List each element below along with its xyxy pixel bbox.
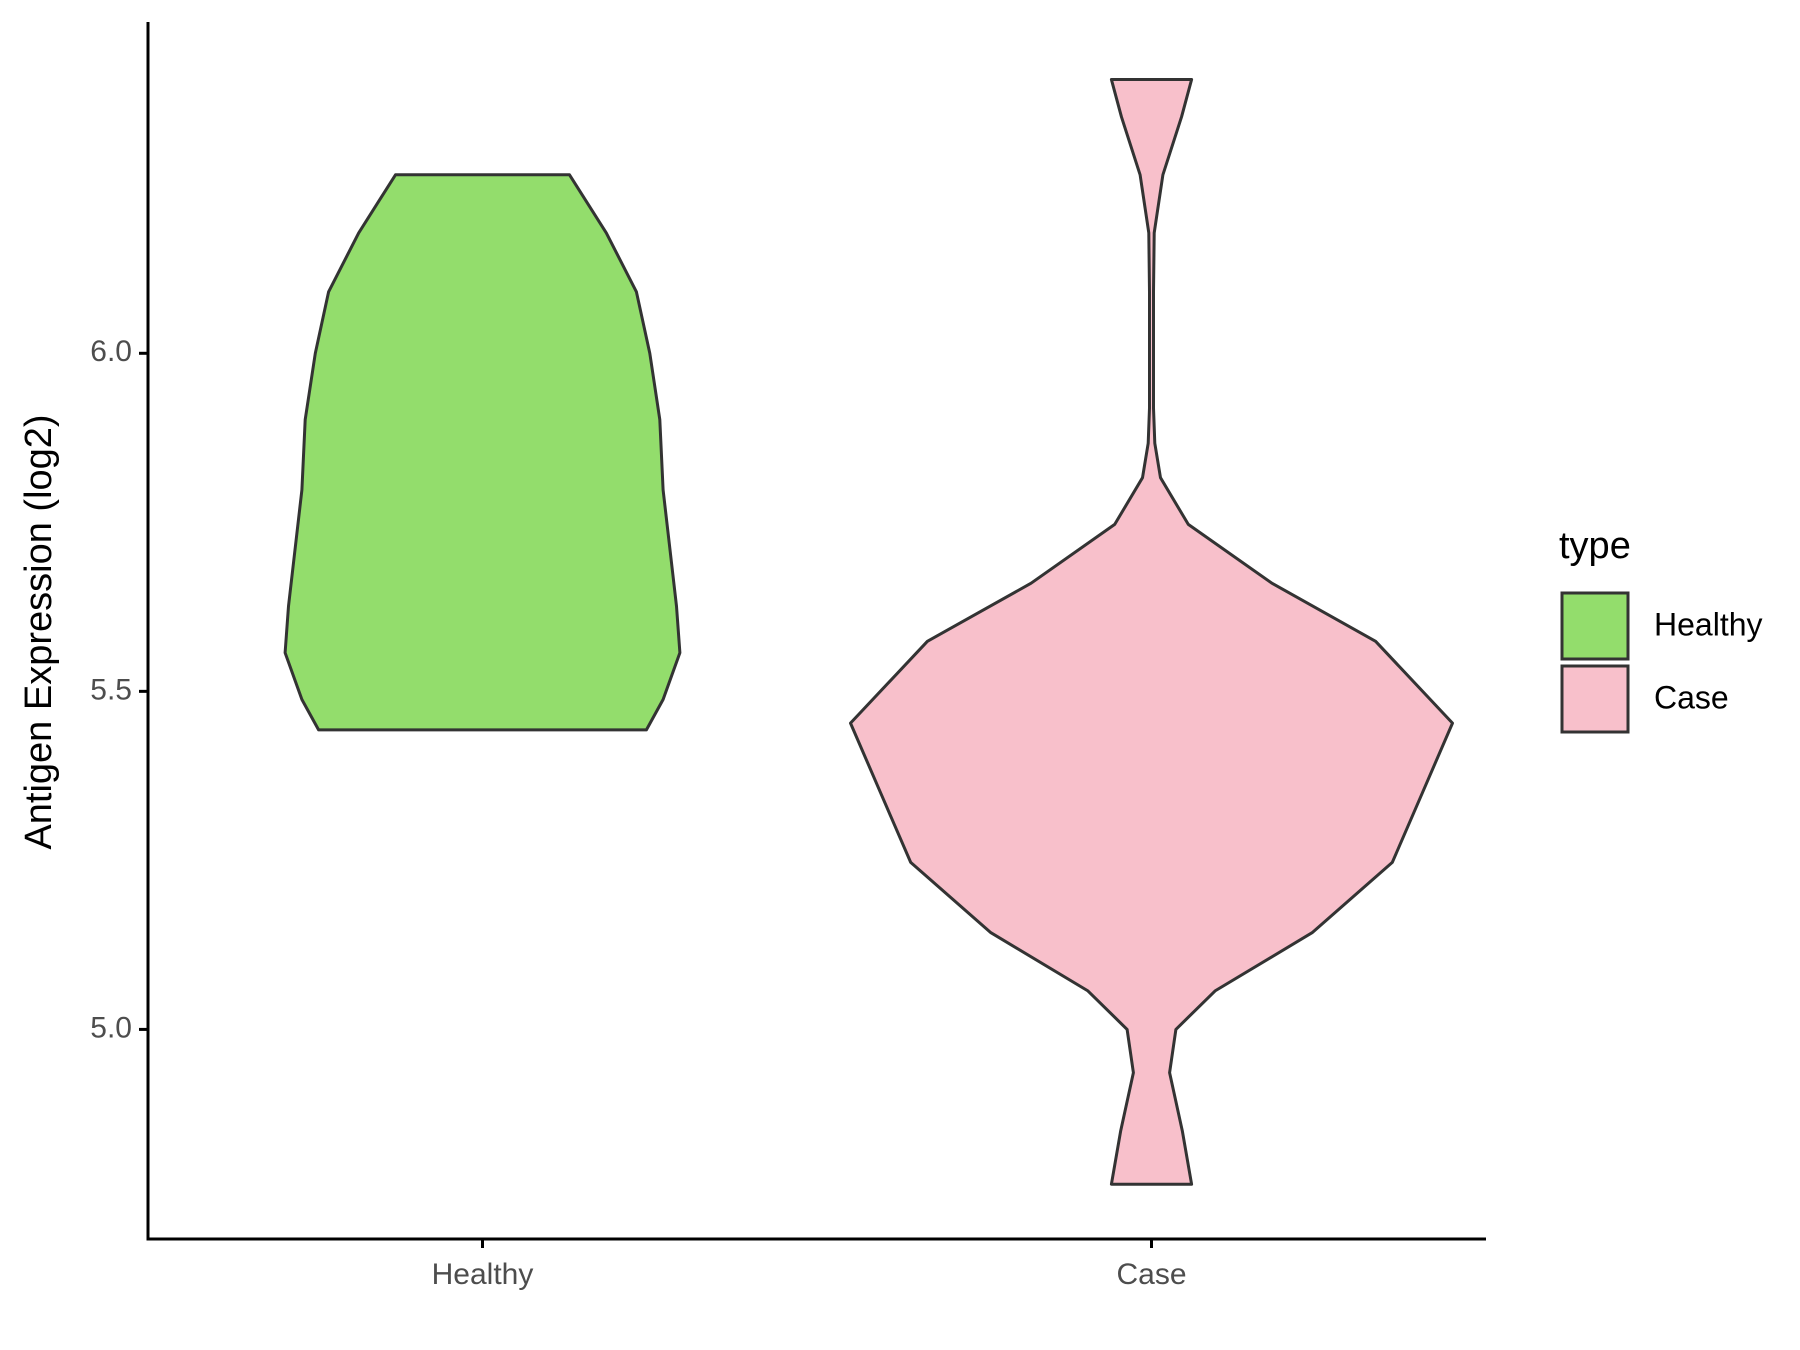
legend-key (1560, 591, 1630, 661)
legend-key (1560, 664, 1630, 734)
y-tick-label: 5.5 (90, 673, 132, 706)
x-tick-label: Healthy (432, 1258, 534, 1291)
y-tick-label: 5.0 (90, 1011, 132, 1044)
violin (283, 173, 682, 732)
legend-label: Healthy (1654, 606, 1763, 642)
y-tick-label: 6.0 (90, 335, 132, 368)
x-tick-label: Case (1116, 1258, 1186, 1291)
legend-label: Case (1654, 679, 1729, 715)
violin (849, 78, 1454, 1186)
legend-title: type (1559, 525, 1631, 567)
y-axis-label: Antigen Expression (log2) (18, 414, 60, 849)
